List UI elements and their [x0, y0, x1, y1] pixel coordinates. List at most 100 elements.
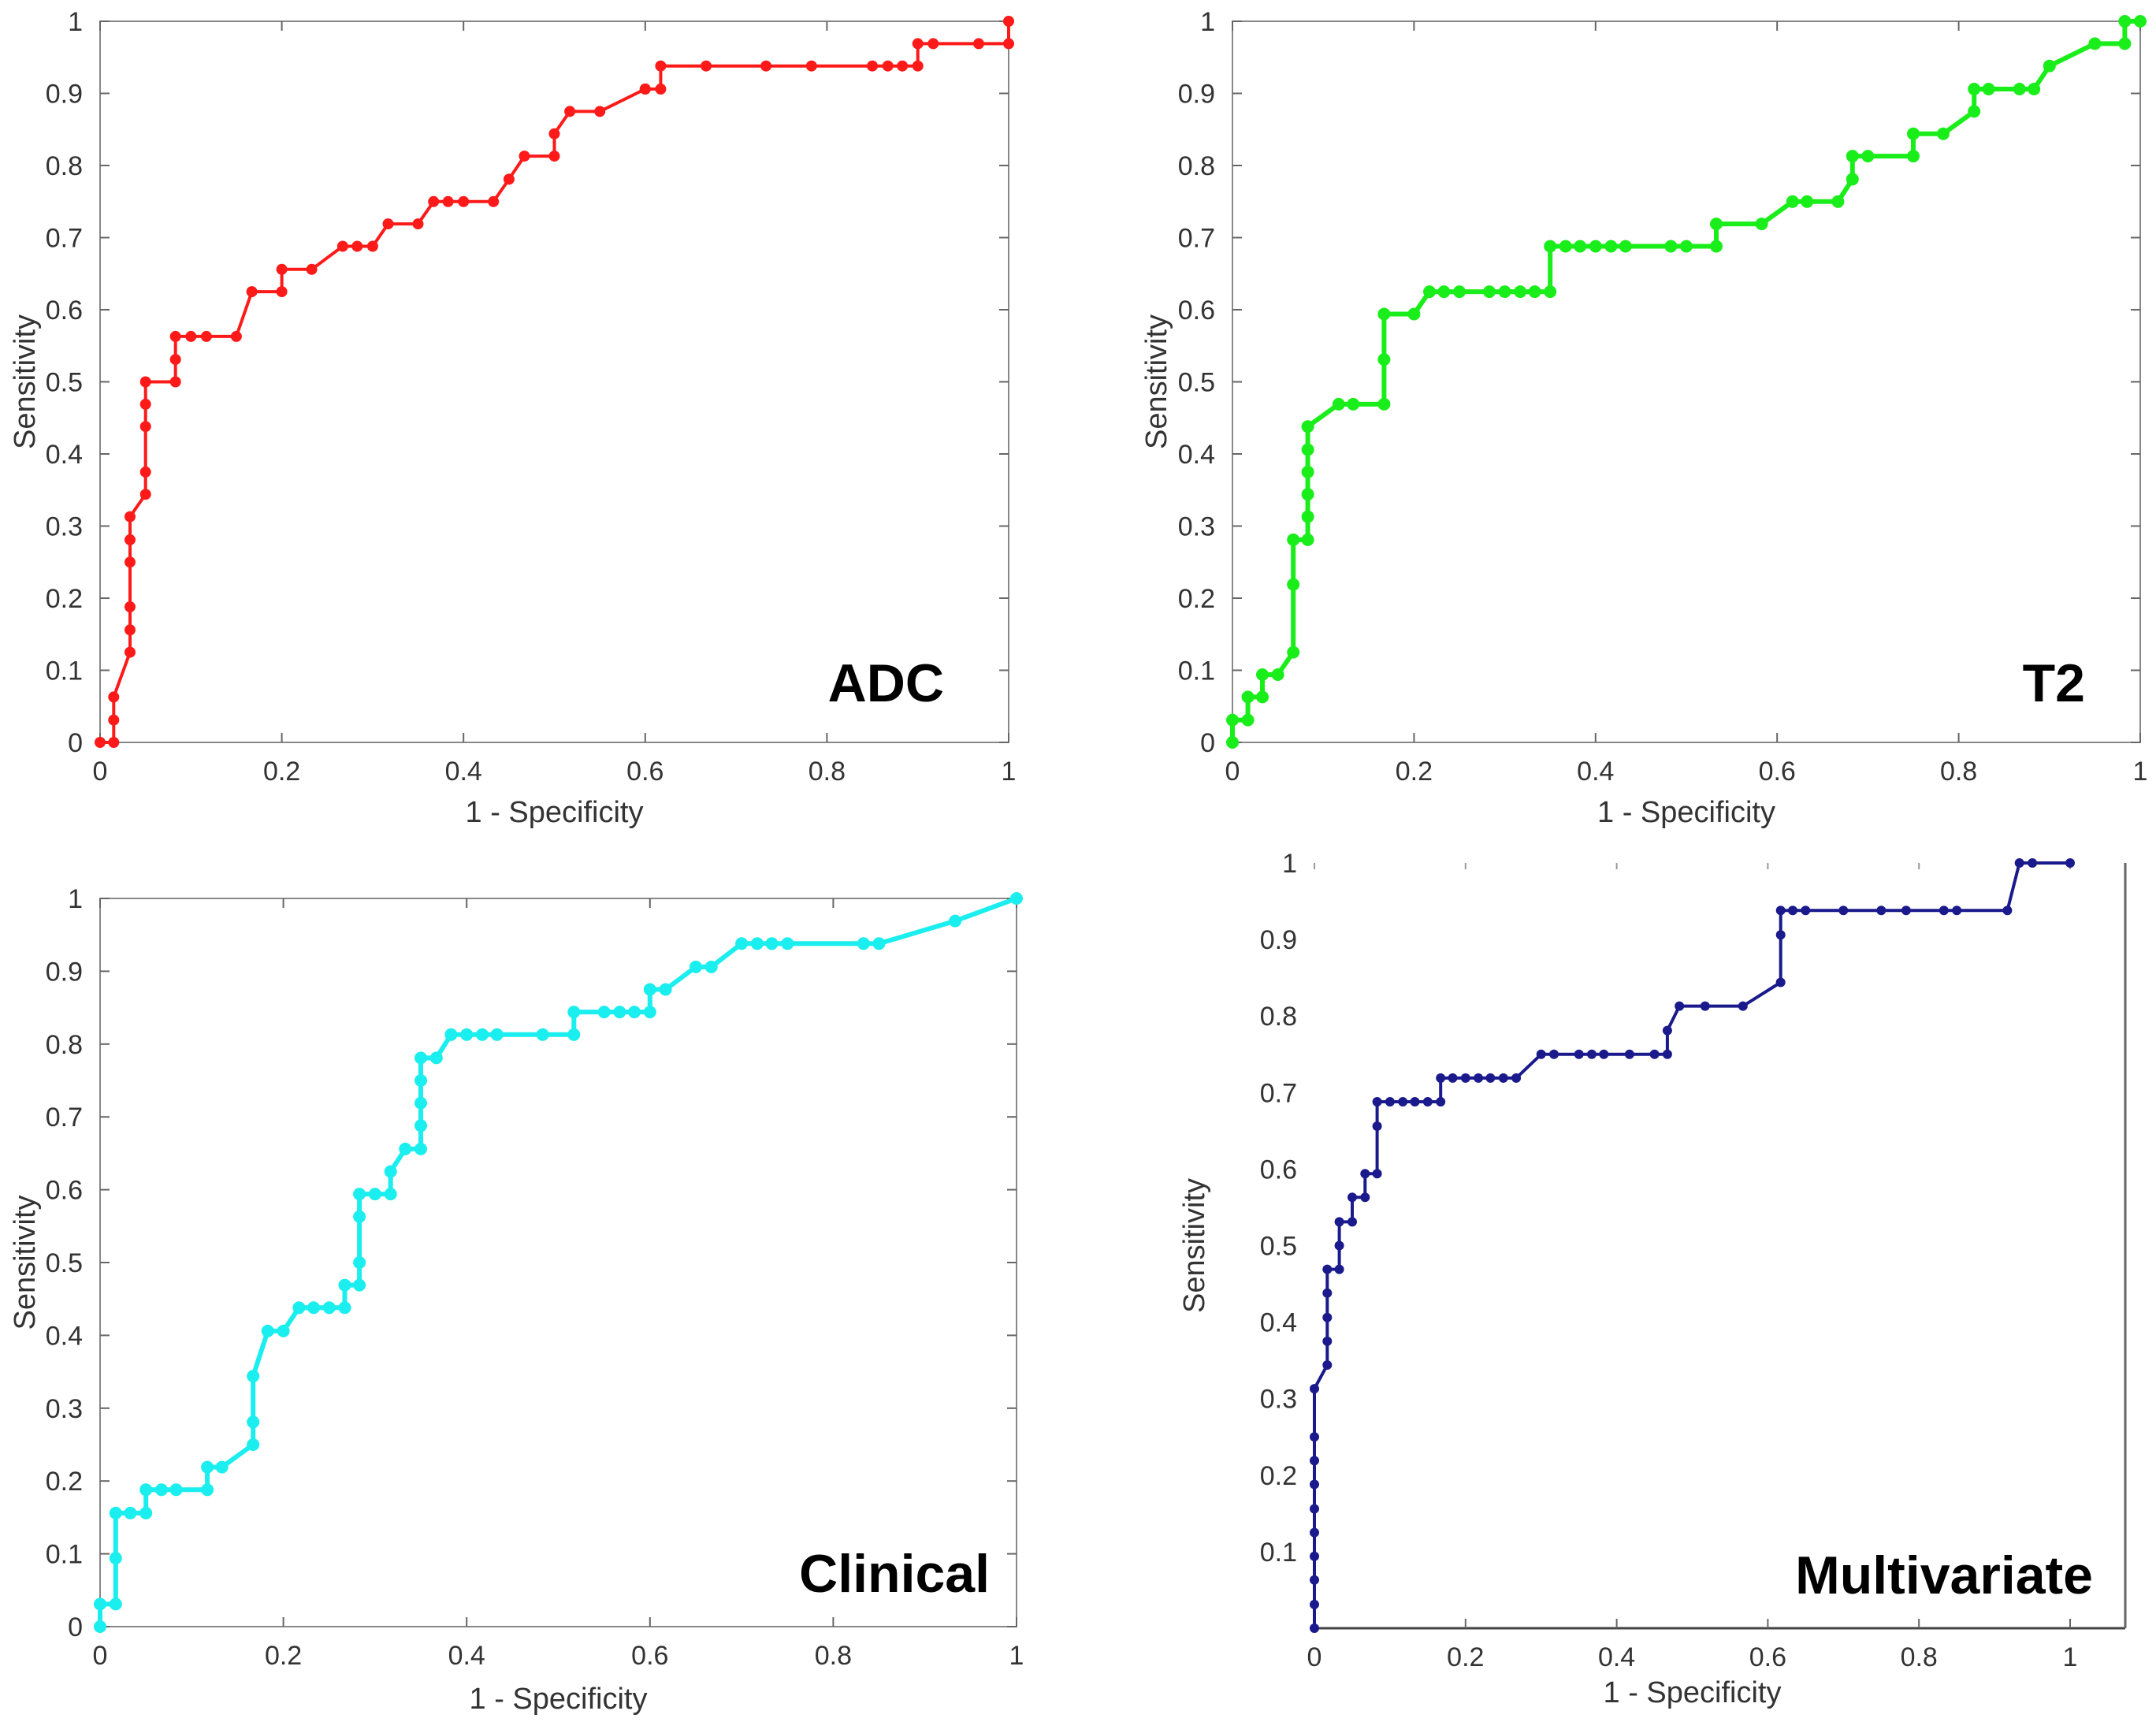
- y-tick-label: 0.9: [1260, 925, 1297, 955]
- y-tick-label: 0.5: [46, 1248, 83, 1278]
- roc-point: [336, 240, 348, 252]
- roc-point: [1377, 307, 1391, 321]
- roc-point: [2043, 59, 2056, 73]
- roc-point: [1968, 83, 1981, 95]
- roc-point: [368, 1188, 381, 1201]
- roc-point: [1301, 533, 1314, 546]
- roc-point: [1474, 1073, 1484, 1083]
- roc-point: [2118, 37, 2132, 50]
- y-tick-label: 0.9: [46, 80, 83, 110]
- roc-point: [594, 106, 606, 117]
- roc-point: [306, 263, 318, 275]
- roc-point: [1301, 510, 1314, 523]
- roc-point: [201, 1483, 214, 1497]
- roc-point: [867, 60, 878, 72]
- roc-point: [1448, 1073, 1458, 1083]
- roc-point: [536, 1028, 549, 1041]
- roc-point: [912, 60, 924, 72]
- roc-point: [351, 240, 363, 252]
- roc-point: [639, 84, 651, 95]
- roc-point: [1256, 668, 1269, 681]
- roc-point: [1604, 240, 1618, 253]
- roc-point: [414, 1074, 427, 1087]
- roc-point: [414, 1119, 427, 1133]
- x-tick-label: 0.6: [626, 757, 664, 787]
- roc-point: [353, 1210, 366, 1223]
- roc-point: [1003, 16, 1014, 27]
- roc-point: [247, 1415, 260, 1429]
- roc-point: [1968, 105, 1981, 118]
- roc-point: [125, 556, 136, 568]
- roc-point: [1786, 195, 1799, 208]
- roc-point: [1939, 906, 1949, 916]
- roc-point: [139, 421, 151, 433]
- roc-point: [1310, 1456, 1319, 1466]
- roc-point: [1310, 1479, 1319, 1490]
- x-tick-label: 1: [1002, 757, 1017, 787]
- roc-point: [1453, 285, 1466, 299]
- y-tick-label: 0.7: [46, 224, 83, 254]
- roc-point: [857, 937, 870, 950]
- roc-point: [1710, 218, 1723, 231]
- roc-point: [139, 398, 151, 410]
- y-tick-label: 0.4: [1178, 440, 1215, 470]
- roc-point: [353, 1278, 366, 1292]
- y-tick-label: 0: [1200, 728, 1215, 758]
- roc-point: [1422, 1097, 1433, 1106]
- roc-point: [1398, 1097, 1408, 1106]
- panel-annotation: T2: [2023, 653, 2085, 713]
- y-tick-label: 0.3: [1260, 1385, 1297, 1415]
- y-tick-label: 0.7: [46, 1103, 83, 1133]
- roc-point: [139, 376, 151, 388]
- roc-point: [1334, 1264, 1344, 1274]
- y-tick-label: 0.1: [46, 656, 83, 686]
- roc-point: [548, 151, 560, 162]
- roc-point: [1310, 1527, 1319, 1538]
- roc-point: [1544, 285, 1557, 299]
- roc-point: [1952, 906, 1962, 916]
- y-tick-label: 0.7: [1260, 1078, 1297, 1108]
- roc-point: [1624, 1049, 1634, 1059]
- roc-point: [230, 330, 242, 342]
- y-tick-label: 0.3: [46, 1394, 83, 1424]
- y-tick-label: 0.2: [46, 584, 83, 614]
- roc-point: [897, 60, 909, 72]
- x-tick-label: 0.2: [1447, 1642, 1484, 1672]
- y-tick-label: 0.2: [46, 1467, 83, 1497]
- roc-point: [94, 1597, 106, 1611]
- roc-point: [1536, 1049, 1546, 1059]
- x-axis-label: 1 - Specificity: [466, 796, 644, 829]
- x-axis-label: 1 - Specificity: [470, 1683, 648, 1716]
- roc-point: [1287, 533, 1300, 546]
- roc-point: [2088, 37, 2102, 50]
- roc-point: [1574, 240, 1587, 253]
- y-tick-label: 0.8: [46, 1030, 83, 1060]
- roc-point: [503, 173, 515, 185]
- roc-point: [655, 60, 667, 72]
- y-tick-label: 0.2: [1260, 1461, 1297, 1491]
- roc-point: [765, 937, 779, 950]
- roc-point: [428, 195, 440, 207]
- x-tick-label: 0.8: [1901, 1642, 1938, 1672]
- y-tick-label: 1: [68, 884, 83, 914]
- roc-point: [2028, 858, 2038, 868]
- roc-point: [597, 1006, 611, 1019]
- roc-panel-multivariate: 0 0.2 0.4 0.6 0.8 1 0.1 0.2 0.3 0.4 0.5 0.6 0.7 0.8 0.…: [1178, 849, 2127, 1709]
- roc-point: [125, 646, 136, 658]
- roc-point: [276, 286, 288, 298]
- roc-point: [1831, 195, 1845, 208]
- plot-frame: [1232, 20, 2141, 743]
- roc-point: [1738, 1001, 1748, 1011]
- x-tick-label: 0.2: [1396, 757, 1433, 787]
- roc-point: [1514, 285, 1527, 299]
- x-tick-label: 0.6: [1759, 757, 1796, 787]
- roc-point: [1846, 150, 1859, 163]
- roc-point: [701, 60, 712, 72]
- roc-point: [567, 1006, 581, 1019]
- roc-point: [353, 1188, 366, 1201]
- roc-point: [927, 38, 939, 50]
- roc-point: [1310, 1623, 1319, 1633]
- roc-point: [1256, 690, 1269, 704]
- roc-point: [1437, 285, 1451, 299]
- x-tick-label: 0.8: [1940, 757, 1977, 787]
